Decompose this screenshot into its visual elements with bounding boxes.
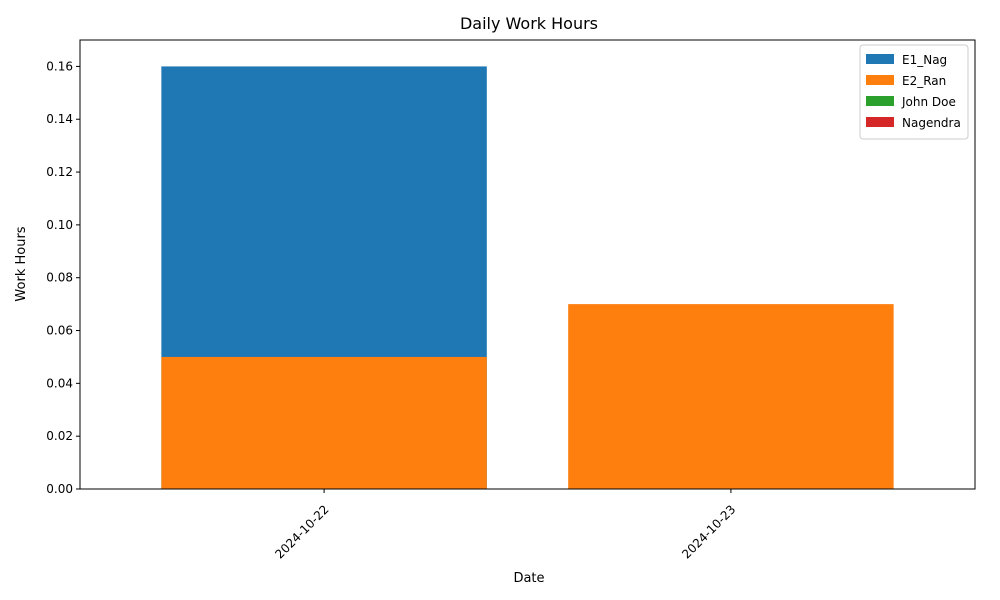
y-axis-label: Work Hours	[14, 226, 29, 301]
bars-group	[161, 66, 894, 489]
x-tick-label: 2024-10-23	[679, 502, 738, 561]
y-tick-label: 0.10	[46, 218, 73, 232]
x-axis-ticks: 2024-10-22 2024-10-23	[272, 489, 738, 562]
y-tick-label: 0.00	[46, 482, 73, 496]
legend-swatch	[866, 96, 894, 106]
bar-e2_ran-2024-10-23	[568, 304, 894, 489]
legend-swatch	[866, 75, 894, 85]
y-tick-label: 0.04	[46, 376, 73, 390]
bar-e2_ran-2024-10-22	[161, 356, 487, 489]
legend-label: E2_Ran	[902, 74, 946, 88]
legend-label: John Doe	[901, 95, 956, 109]
x-axis-label: Date	[513, 571, 544, 586]
x-tick-label: 2024-10-22	[272, 502, 331, 561]
legend-swatch	[866, 117, 894, 127]
legend-swatch	[866, 54, 894, 64]
y-tick-label: 0.08	[46, 271, 73, 285]
legend-label: E1_Nag	[902, 53, 947, 67]
legend-box	[859, 44, 969, 140]
legend: E1_Nag E2_Ran John Doe Nagendra	[859, 44, 969, 140]
y-tick-label: 0.06	[46, 324, 73, 338]
axes-frame	[79, 39, 976, 490]
y-tick-label: 0.14	[46, 112, 73, 126]
y-tick-label: 0.16	[46, 59, 73, 73]
y-axis-ticks: 0.00 0.02 0.04 0.06 0.08 0.10 0.12 0.14 0.16	[46, 59, 80, 496]
y-tick-label: 0.02	[46, 429, 73, 443]
chart-title: Daily Work Hours	[460, 14, 598, 33]
y-tick-label: 0.12	[46, 165, 73, 179]
legend-label: Nagendra	[902, 116, 961, 130]
